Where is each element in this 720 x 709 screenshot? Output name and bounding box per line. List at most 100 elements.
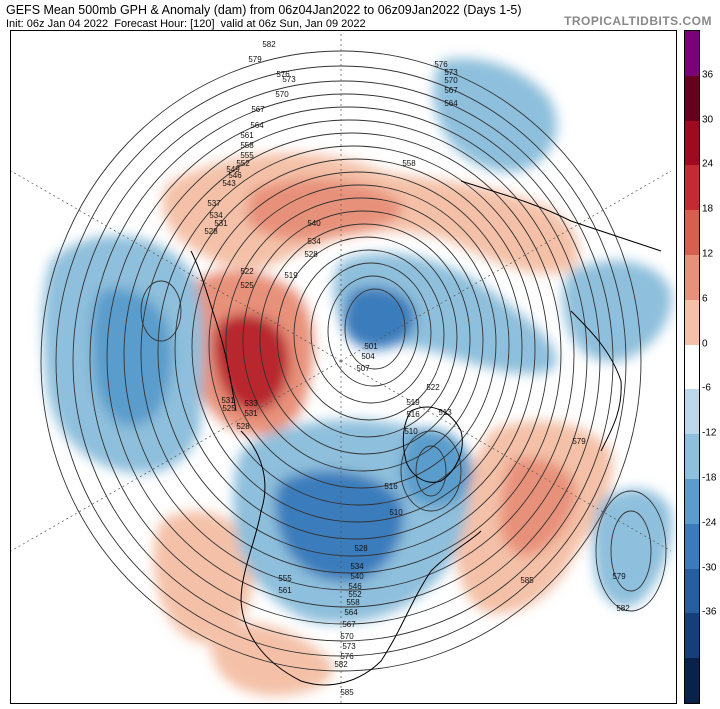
coast-greenland bbox=[402, 406, 463, 483]
negative-anomaly-subtropical-atlantic bbox=[592, 488, 672, 607]
colorbar-tick-label: -12 bbox=[702, 427, 717, 439]
contour-label: 579 bbox=[572, 437, 586, 446]
colorbar-segment bbox=[685, 255, 699, 300]
contour-label: 504 bbox=[361, 352, 375, 361]
contour-label: 564 bbox=[344, 608, 358, 617]
map-canvas: 582 579 576 573 570 567 564 561 558 555 … bbox=[11, 31, 672, 703]
contour-label: 516 bbox=[406, 410, 420, 419]
colorbar-segment bbox=[685, 523, 699, 569]
contour-label: 555 bbox=[278, 574, 292, 583]
colorbar-segment bbox=[685, 120, 699, 166]
colorbar-tick-label: -6 bbox=[702, 382, 711, 394]
contour-label: 561 bbox=[278, 586, 292, 595]
contour-label: 540 bbox=[307, 219, 321, 228]
colorbar-segment bbox=[685, 568, 699, 614]
colorbar-segment bbox=[685, 75, 699, 121]
colorbar-tick-label: 36 bbox=[702, 69, 714, 81]
colorbar-segment bbox=[685, 389, 699, 435]
contour-label: 558 bbox=[240, 141, 254, 150]
negative-anomaly-hudson-bay bbox=[400, 428, 473, 507]
colorbar-tick-label: -30 bbox=[702, 562, 717, 574]
contour-label: 533 bbox=[244, 399, 258, 408]
contour-label: 582 bbox=[262, 40, 276, 49]
coast-alaska bbox=[190, 250, 237, 412]
colorbar-tick-label: -24 bbox=[702, 517, 717, 529]
contour-label: 570 bbox=[444, 76, 458, 85]
forecast-hour: Forecast Hour: [120] bbox=[114, 18, 215, 30]
contour-label: 570 bbox=[340, 632, 354, 641]
contour-label: 525 bbox=[240, 281, 254, 290]
contour-label: 555 bbox=[240, 151, 254, 160]
colorbar-tick-label: 0 bbox=[702, 338, 708, 350]
contour-label: 528 bbox=[354, 544, 368, 553]
contour-label: 510 bbox=[389, 508, 403, 517]
colorbar-segment bbox=[685, 299, 699, 345]
contour-label: 519 bbox=[284, 271, 298, 280]
negative-anomaly-arctic bbox=[333, 252, 557, 374]
colorbar-segment bbox=[685, 479, 699, 524]
contour-label: 558 bbox=[346, 598, 360, 607]
contour-label: 579 bbox=[248, 55, 262, 64]
contour-label: 501 bbox=[364, 342, 378, 351]
colorbar-segment bbox=[685, 344, 699, 390]
contour-label: 582 bbox=[334, 660, 348, 669]
colorbar-segment bbox=[685, 658, 699, 703]
contour-label: 567 bbox=[342, 620, 356, 629]
contour-label: 507 bbox=[356, 364, 370, 373]
graticule bbox=[11, 31, 672, 703]
contour-label: 564 bbox=[444, 99, 458, 108]
colorbar-tick-label: 24 bbox=[702, 158, 714, 170]
colorbar-tick-label: 12 bbox=[702, 248, 714, 260]
contour-label: 528 bbox=[204, 227, 218, 236]
contour-label: 531 bbox=[214, 219, 228, 228]
contour-label: 522 bbox=[426, 383, 440, 392]
contour-label: 525 bbox=[222, 404, 236, 413]
contour-label: 531 bbox=[244, 409, 258, 418]
contour-label: 552 bbox=[348, 590, 362, 599]
negative-anomaly-pacific-core bbox=[91, 288, 172, 427]
valid-time: valid at 06z Sun, Jan 09 2022 bbox=[220, 18, 366, 30]
contour-label: 546 bbox=[228, 171, 242, 180]
coast-north-america bbox=[240, 430, 482, 686]
contour-label: 513 bbox=[438, 408, 452, 417]
contour-label: 573 bbox=[342, 642, 356, 651]
colorbar-ticks: 36 30 24 18 12 6 0 -6 -12 -18 -24 -30 -36 bbox=[699, 30, 719, 702]
height-contours bbox=[40, 50, 667, 672]
contour-label: 579 bbox=[612, 572, 626, 581]
contour-label: 549 bbox=[226, 165, 240, 174]
contour-label: 528 bbox=[236, 422, 250, 431]
contour-label: 576 bbox=[340, 652, 354, 661]
contour-label: 573 bbox=[282, 75, 296, 84]
colorbar-tick-label: 30 bbox=[702, 114, 714, 126]
anomaly-map: 582 579 576 573 570 567 564 561 558 555 … bbox=[10, 30, 677, 704]
coastlines bbox=[190, 180, 662, 686]
negative-anomaly-scandinavia bbox=[433, 58, 557, 172]
contour-label: 510 bbox=[404, 427, 418, 436]
contour-label: 534 bbox=[209, 211, 223, 220]
contour-label: 540 bbox=[350, 572, 364, 581]
contour-label: 546 bbox=[348, 582, 362, 591]
map-title: GEFS Mean 500mb GPH & Anomaly (dam) from… bbox=[6, 3, 522, 17]
contour-label: 567 bbox=[251, 105, 265, 114]
coast-eurasia-north bbox=[460, 180, 662, 252]
contour-label: 543 bbox=[222, 179, 236, 188]
colorbar-segment bbox=[685, 31, 699, 76]
colorbar-tick-label: 6 bbox=[702, 293, 708, 305]
colorbar-segment bbox=[685, 210, 699, 255]
colorbar bbox=[684, 30, 700, 704]
colorbar-tick-label: -36 bbox=[702, 606, 717, 618]
colorbar-segment bbox=[685, 165, 699, 211]
colorbar-tick-label: 18 bbox=[702, 203, 714, 215]
contour-label: 576 bbox=[434, 60, 448, 69]
contour-label: 558 bbox=[402, 159, 416, 168]
contour-label: 531 bbox=[221, 396, 235, 405]
colorbar-segment bbox=[685, 613, 699, 659]
contour-label: 570 bbox=[275, 90, 289, 99]
contour-label: 516 bbox=[384, 482, 398, 491]
contour-label: 582 bbox=[616, 604, 630, 613]
site-brand: TROPICALTIDBITS.COM bbox=[564, 14, 712, 28]
contour-label: 576 bbox=[276, 70, 290, 79]
contour-label: 567 bbox=[444, 86, 458, 95]
contour-label: 522 bbox=[240, 267, 254, 276]
init-time: Init: 06z Jan 04 2022 bbox=[6, 18, 109, 30]
